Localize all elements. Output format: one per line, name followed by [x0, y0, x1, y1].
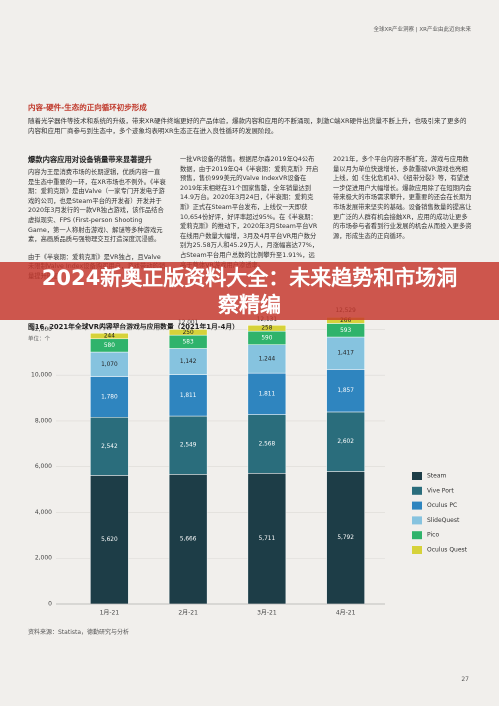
data-label: 5,792 [337, 535, 354, 541]
legend-swatch [412, 472, 422, 480]
data-label: 593 [340, 328, 351, 334]
legend-label: SlideQuest [427, 517, 460, 524]
data-label: 2,549 [180, 443, 197, 449]
bar-segment [90, 417, 129, 476]
y-tick-label: 12,000 [31, 326, 52, 333]
paragraph: 一批VR设备的销售。根据尼尔森2019年Q4公布数据，由于2019年Q4《半衰期… [180, 156, 319, 269]
legend-label: Steam [427, 473, 447, 480]
total-label: 12,001 [178, 320, 199, 326]
total-label: 11,849 [99, 323, 120, 329]
y-tick-label: 4,000 [35, 509, 52, 516]
bar-segment [90, 332, 129, 340]
legend-label: Oculus PC [427, 502, 457, 509]
bar-segment [168, 415, 208, 475]
column: 2021年，多个平台内容不断扩充，游戏与应用数量以月为单位快速增长，多款重磅VR… [333, 155, 473, 249]
column: 一批VR设备的销售。根据尼尔森2019年Q4公布数据，由于2019年Q4《半衰期… [180, 155, 320, 278]
legend-swatch [412, 531, 422, 540]
y-tick-label: 10,000 [31, 372, 52, 379]
section-heading: 内容-硬件-生态的正向循环初步形成 [28, 103, 147, 112]
y-tick-label: 2,000 [35, 555, 52, 562]
y-tick-label: 0 [48, 601, 52, 608]
chart-title: 图16. 2021年全球VR内容平台游戏与应用数量（2021年1月-4月） [28, 322, 239, 331]
data-label: 2,568 [259, 441, 276, 447]
x-tick-label: 4月-21 [336, 610, 356, 617]
bar-segment [90, 351, 129, 377]
data-label: 266 [340, 318, 351, 324]
page-number: 27 [461, 676, 469, 683]
bar-segment [90, 376, 129, 418]
data-label: 583 [183, 339, 194, 345]
legend-swatch [412, 516, 422, 525]
bar-segment [326, 471, 365, 605]
legend-swatch [412, 501, 422, 510]
data-label: 1,142 [180, 359, 197, 365]
unit-label: 单位：个 [28, 335, 51, 343]
legend-swatch [412, 486, 422, 495]
bar-segment [168, 348, 208, 375]
column-heading: 爆款内容应用对设备销量带来显著提升 [28, 155, 153, 164]
data-label: 258 [261, 326, 272, 332]
data-label: 5,620 [101, 537, 118, 543]
data-label: 1,811 [180, 393, 197, 399]
data-label: 580 [104, 343, 115, 349]
bar-segment [247, 344, 287, 374]
paragraph: 2021年，多个平台内容不断扩充，游戏与应用数量以月为单位快速增长，多款重磅VR… [333, 156, 472, 240]
bar-segment [247, 414, 287, 474]
legend-label: Vive Port [427, 487, 454, 494]
data-label: 2,602 [337, 439, 354, 445]
data-label: 1,244 [259, 356, 276, 362]
bar-segment [168, 374, 208, 417]
bar-segment [247, 473, 287, 605]
data-label: 2,542 [101, 444, 118, 450]
paragraph: 内容为王是消费市场的长期逻辑，优质内容一直是生态中重要的一环，在XR市场也不例外… [28, 169, 166, 244]
data-label: 1,780 [101, 394, 118, 400]
legend-swatch [412, 546, 422, 554]
data-label: 5,666 [180, 537, 197, 543]
bar-segment [168, 329, 208, 336]
source: 资料来源：Statista，德勤研究与分析 [28, 629, 130, 636]
legend-label: Oculus Quest [427, 547, 468, 554]
data-label: 1,811 [259, 391, 276, 397]
bar-segment [247, 325, 287, 332]
x-tick-label: 3月-21 [257, 610, 277, 617]
data-label: 1,857 [337, 388, 354, 394]
bar-segment [326, 411, 365, 472]
y-tick-label: 6,000 [35, 463, 52, 470]
legend-label: Pico [427, 532, 439, 539]
x-tick-label: 1月-21 [100, 610, 120, 617]
x-tick-label: 2月-21 [178, 610, 198, 617]
running-title: 全球XR产业洞察 | XR产业由此迈向未来 [373, 27, 471, 33]
data-label: 1,417 [337, 351, 354, 357]
data-label: 244 [104, 333, 115, 339]
intro: 随着光学器件等技术和系统的升级，带来XR硬件终端更好的产品体验，爆款内容和应用的… [28, 117, 467, 135]
data-label: 250 [183, 330, 194, 336]
bar-segment [326, 369, 365, 413]
banner: 2024新奥正版资料大全：未来趋势和市场洞察精编 [0, 262, 499, 320]
y-tick-label: 8,000 [35, 417, 52, 424]
data-label: 5,711 [259, 536, 276, 542]
data-label: 590 [261, 335, 272, 341]
data-label: 1,070 [101, 362, 118, 368]
bar-segment [326, 336, 365, 370]
